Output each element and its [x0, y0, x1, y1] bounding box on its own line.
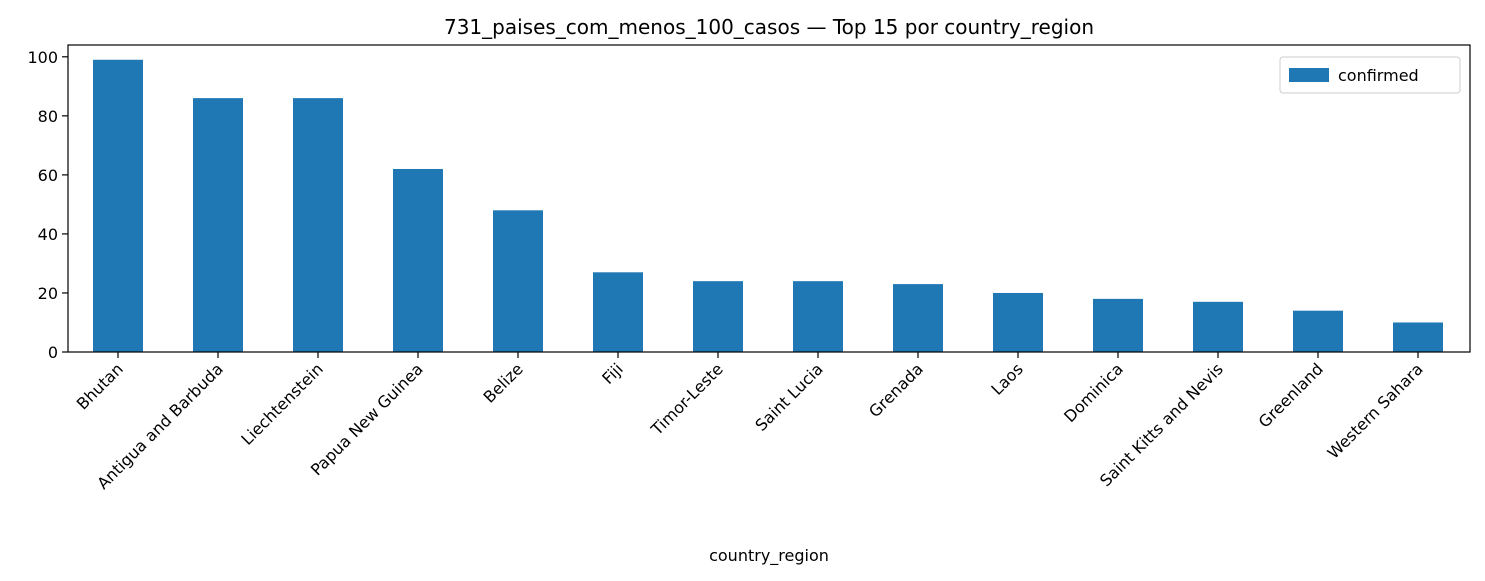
plot-frame: [67, 44, 1471, 353]
bar: [793, 281, 843, 352]
plot-area: [68, 45, 1470, 352]
bar: [993, 292, 1043, 352]
y-tick-label: 60: [38, 166, 58, 185]
y-axis: 0 20 40 60 80 100: [27, 48, 68, 362]
y-tick-label: 100: [27, 48, 58, 67]
x-axis-label: country_region: [709, 546, 829, 566]
bar: [93, 59, 143, 353]
x-tick-label: Western Sahara: [1324, 359, 1427, 462]
bar: [1093, 298, 1143, 352]
bar: [593, 272, 643, 352]
bar: [1193, 301, 1243, 352]
x-tick-label: Belize: [479, 359, 526, 406]
x-tick-label: Bhutan: [73, 359, 127, 413]
legend: confirmed: [1279, 56, 1461, 94]
x-tick-label: Papua New Guinea: [307, 359, 427, 479]
y-tick-label: 80: [38, 107, 58, 126]
y-tick-label: 0: [48, 343, 58, 362]
bar: [693, 281, 743, 352]
x-tick-label: Liechtenstein: [237, 359, 326, 448]
x-tick-label: Saint Lucia: [751, 359, 826, 434]
bar: [1293, 310, 1343, 352]
bar: [293, 98, 343, 352]
chart-title: 731_paises_com_menos_100_casos — Top 15 …: [444, 15, 1094, 39]
y-tick-label: 20: [38, 284, 58, 303]
x-tick-label: Grenada: [865, 359, 927, 421]
x-tick-label: Fiji: [598, 359, 627, 388]
bar: [393, 168, 443, 352]
legend-label: confirmed: [1338, 66, 1419, 85]
bar: [1393, 322, 1443, 352]
bar: [193, 98, 243, 352]
x-tick-label: Laos: [987, 359, 1026, 398]
x-tick-label: Timor-Leste: [647, 359, 727, 439]
legend-box: [1279, 56, 1461, 94]
bar: [493, 210, 543, 352]
bar: [893, 284, 943, 352]
x-tick-label: Greenland: [1255, 359, 1327, 431]
legend-swatch: [1289, 68, 1329, 82]
bars-group: [93, 59, 1443, 353]
x-tick-label: Dominica: [1060, 359, 1127, 426]
y-tick-label: 40: [38, 225, 58, 244]
